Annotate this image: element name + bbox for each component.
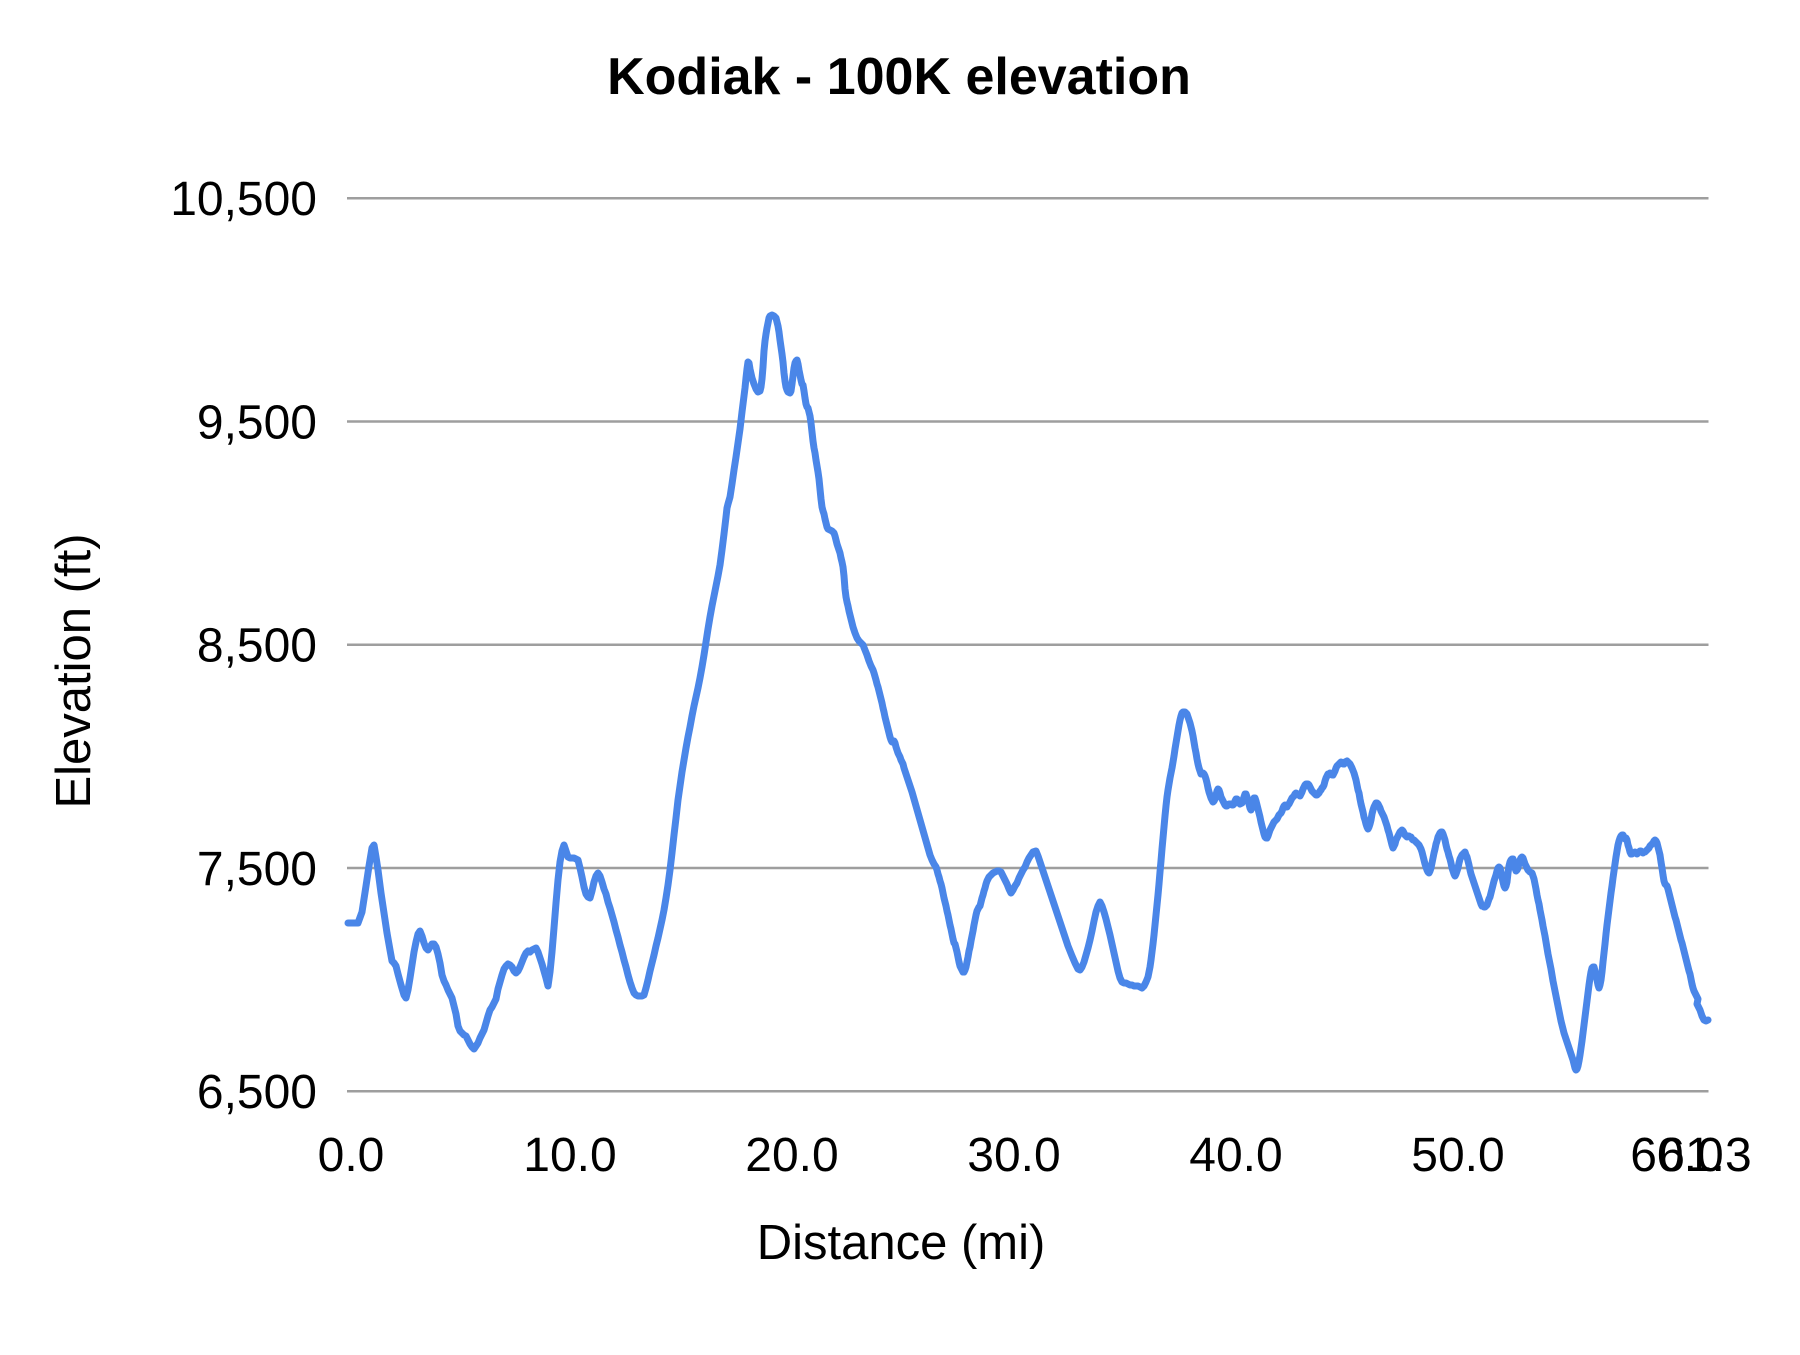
svg-text:Elevation (ft): Elevation (ft) (47, 533, 101, 808)
svg-text:50.0: 50.0 (1411, 1129, 1504, 1182)
svg-text:0.0: 0.0 (318, 1129, 385, 1182)
svg-text:10,500: 10,500 (170, 173, 317, 226)
svg-text:9,500: 9,500 (197, 396, 317, 449)
svg-text:20.0: 20.0 (745, 1129, 838, 1182)
svg-text:6,500: 6,500 (197, 1066, 317, 1119)
svg-text:Kodiak - 100K elevation: Kodiak - 100K elevation (607, 48, 1191, 106)
svg-text:61.3: 61.3 (1658, 1129, 1751, 1182)
svg-text:60.0: 60.0 (1630, 1129, 1723, 1182)
svg-text:10.0: 10.0 (523, 1129, 616, 1182)
svg-text:40.0: 40.0 (1189, 1129, 1282, 1182)
svg-text:Distance (mi): Distance (mi) (757, 1216, 1046, 1270)
svg-text:30.0: 30.0 (967, 1129, 1060, 1182)
svg-text:8,500: 8,500 (197, 620, 317, 673)
svg-text:7,500: 7,500 (197, 843, 317, 896)
